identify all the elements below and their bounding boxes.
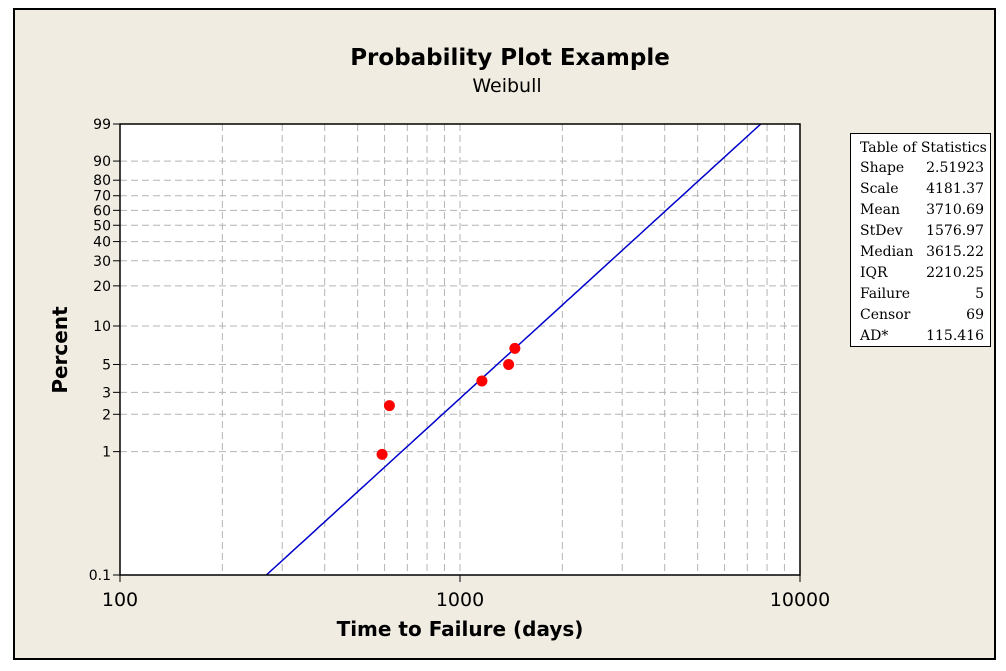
data-point — [383, 400, 395, 412]
y-axis-title: Percent — [48, 306, 72, 394]
data-point — [376, 448, 388, 460]
stat-row-failure: Failure 5 — [860, 284, 984, 305]
stat-row-iqr: IQR 2210.25 — [860, 263, 984, 284]
stat-row-censor: Censor 69 — [860, 305, 984, 326]
stat-value: 115.416 — [926, 328, 984, 344]
stat-row-stdev: StDev 1576.97 — [860, 221, 984, 242]
y-tick-label: 20 — [93, 279, 111, 295]
stat-value: 2210.25 — [926, 265, 984, 281]
stat-value: 5 — [975, 286, 984, 302]
y-tick-label: 30 — [93, 254, 111, 270]
y-tick-label: 60 — [93, 203, 111, 219]
stat-label: Scale — [860, 181, 899, 197]
x-tick-label: 1000 — [436, 589, 484, 611]
x-axis-title: Time to Failure (days) — [337, 617, 584, 641]
y-tick-label: 10 — [93, 319, 111, 335]
stat-value: 3615.22 — [926, 244, 984, 260]
chart-frame: Probability Plot Example Weibull 0.1 1 2 3 5… — [13, 8, 996, 660]
y-tick-label: 90 — [93, 154, 111, 170]
stat-label: StDev — [860, 223, 903, 239]
stat-label: Median — [860, 244, 914, 260]
data-point — [503, 358, 515, 370]
stat-label: Censor — [860, 307, 911, 323]
y-tick-label: 2 — [102, 407, 111, 423]
chart-title: Probability Plot Example — [350, 45, 670, 71]
y-tick-label: 0.1 — [89, 568, 111, 584]
chart-subtitle: Weibull — [472, 75, 541, 97]
stat-value: 4181.37 — [926, 181, 984, 197]
stat-label: IQR — [860, 265, 888, 281]
y-tick-label: 80 — [93, 173, 111, 189]
data-point — [476, 375, 488, 387]
stat-value: 69 — [966, 307, 984, 323]
stat-value: 2.51923 — [926, 160, 984, 176]
stat-row-scale: Scale 4181.37 — [860, 179, 984, 200]
y-tick-label: 70 — [93, 189, 111, 205]
data-points — [376, 342, 521, 460]
stat-label: Failure — [860, 286, 911, 302]
stat-row-mean: Mean 3710.69 — [860, 200, 984, 221]
stat-row-shape: Shape 2.51923 — [860, 158, 984, 179]
y-tick-label: 3 — [102, 385, 111, 401]
stat-label: Shape — [860, 160, 905, 176]
grid-lines — [120, 124, 800, 575]
stat-row-ad: AD* 115.416 — [860, 326, 984, 347]
data-point — [509, 342, 521, 354]
probability-plot: Probability Plot Example Weibull 0.1 1 2 3 5… — [48, 45, 830, 641]
stat-value: 3710.69 — [926, 202, 984, 218]
y-tick-label: 99 — [93, 117, 111, 133]
x-tick-label: 100 — [102, 589, 138, 611]
statistics-table-title: Table of Statistics — [860, 140, 987, 156]
statistics-table: Table of Statistics Shape 2.51923 Scale … — [850, 133, 991, 347]
x-tick-label: 10000 — [770, 589, 830, 611]
stat-label: Mean — [860, 202, 900, 218]
stat-row-median: Median 3615.22 — [860, 242, 984, 263]
y-tick-label: 40 — [93, 235, 111, 251]
y-tick-label: 1 — [102, 445, 111, 461]
stat-label: AD* — [860, 328, 889, 344]
y-tick-label: 50 — [93, 218, 111, 234]
y-tick-label: 5 — [102, 357, 111, 373]
stat-value: 1576.97 — [926, 223, 984, 239]
